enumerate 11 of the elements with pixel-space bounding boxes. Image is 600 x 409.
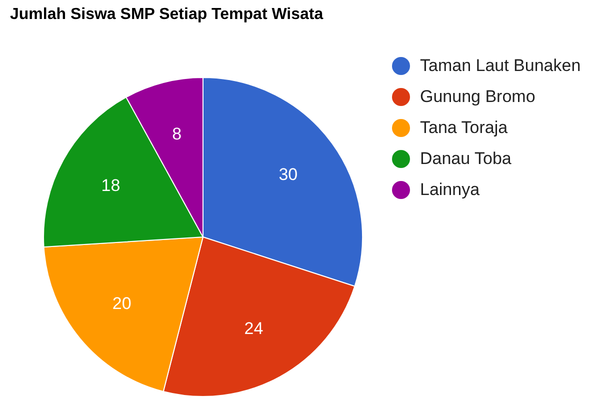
data-label: 18 <box>101 176 120 195</box>
data-label: 30 <box>278 164 298 184</box>
data-label: 24 <box>244 318 264 338</box>
chart-title: Jumlah Siswa SMP Setiap Tempat Wisata <box>10 6 324 24</box>
legend-label: Lainnya <box>420 179 480 201</box>
legend-label: Danau Toba <box>420 148 512 170</box>
legend-label: Gunung Bromo <box>420 86 536 108</box>
data-label: 20 <box>112 294 132 313</box>
legend-label: Taman Laut Bunaken <box>420 55 581 77</box>
legend-label: Tana Toraja <box>420 117 508 139</box>
data-label: 8 <box>172 124 182 144</box>
